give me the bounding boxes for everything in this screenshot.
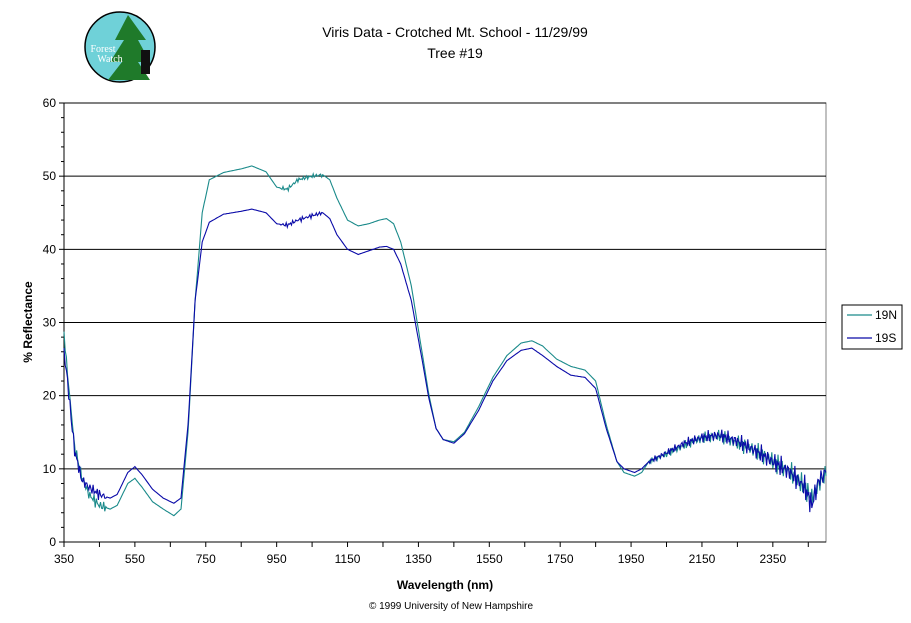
x-axis: 350 550 750 950 1150 1350 1550 1750 1950 2150 2350 [54, 541, 826, 566]
x-tick-label: 750 [196, 552, 216, 566]
y-tick-label: 60 [43, 96, 57, 110]
x-tick-label: 1750 [547, 552, 574, 566]
copyright-text: © 1999 University of New Hampshire [369, 601, 534, 612]
x-axis-title: Wavelength (nm) [397, 578, 493, 592]
x-tick-label: 950 [267, 552, 287, 566]
x-tick-label: 2350 [759, 552, 786, 566]
y-tick-label: 20 [43, 389, 57, 403]
logo-text-forest: Forest [91, 44, 116, 55]
legend-label-19S: 19S [875, 331, 896, 345]
y-axis-title: % Reflectance [21, 281, 35, 363]
y-axis: 0 10 20 30 40 50 60 [43, 96, 65, 549]
x-tick-label: 350 [54, 552, 74, 566]
y-tick-label: 40 [43, 242, 57, 256]
chart-subtitle: Tree #19 [427, 45, 483, 61]
y-tick-label: 50 [43, 169, 57, 183]
person-icon [141, 50, 150, 74]
tree-icon [108, 15, 150, 80]
y-tick-label: 0 [49, 535, 56, 549]
chart-title: Viris Data - Crotched Mt. School - 11/29… [322, 24, 588, 40]
legend: 19N 19S [841, 304, 903, 350]
logo-text-watch: Watch [97, 54, 122, 65]
series-line-19S [63, 208, 827, 513]
y-tick-label: 10 [43, 462, 57, 476]
x-tick-label: 550 [125, 552, 145, 566]
gridlines [64, 102, 826, 470]
x-tick-label: 1950 [618, 552, 645, 566]
forest-watch-logo: Forest Watch [84, 11, 156, 83]
series-group [63, 165, 827, 517]
x-tick-label: 1350 [405, 552, 432, 566]
legend-box [841, 304, 903, 350]
y-tick-label: 30 [43, 316, 57, 330]
x-tick-label: 1150 [335, 552, 361, 566]
legend-label-19N: 19N [875, 308, 897, 322]
x-tick-label: 2150 [689, 552, 716, 566]
x-tick-label: 1550 [476, 552, 503, 566]
